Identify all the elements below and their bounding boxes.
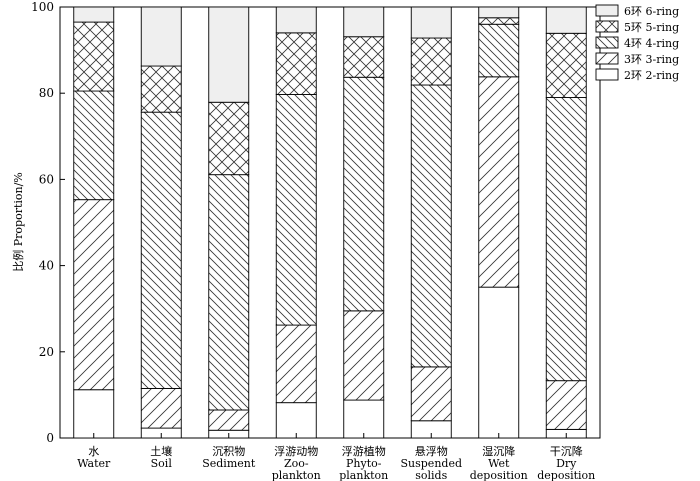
y-tick-label: 0 [46,431,54,445]
bar-segment [343,6,385,38]
legend-label: 3环 3-ring [624,53,679,66]
x-tick-label: 土壤 [150,444,172,458]
bar-segment [275,32,317,95]
x-tick-label: deposition [470,469,528,481]
x-tick-label: Water [77,457,111,470]
bar-segment [343,399,385,439]
bar-segment [478,6,520,19]
plot-area [59,6,601,439]
bar-segment [208,101,250,176]
x-tick-label: Suspended [401,457,463,470]
bar-segment [275,6,317,34]
legend-label: 6环 6-ring [624,5,679,18]
bar-segment [545,97,587,382]
x-tick-label: 干沉降 [550,444,583,458]
bar-segment [410,84,452,368]
x-tick-label: Wet [488,457,510,470]
legend: 6环 6-ring 5环 5-ring 4环 4-ring 3环 3-ring 2环 2… [595,4,679,82]
bar-segment [140,65,182,113]
legend-swatch [595,36,619,49]
x-tick-label: 水 [88,445,99,458]
y-tick-label: 20 [39,345,54,359]
bar-segment [73,21,115,92]
x-tick-label: deposition [537,469,595,481]
legend-swatch [595,52,619,65]
bar-segment [545,6,587,34]
bars-group [73,6,587,439]
bar-segment [343,36,385,78]
bar-segment [343,76,385,312]
bar-segment [275,94,317,326]
legend-swatch [595,4,619,17]
bar-segment [208,409,250,431]
bar-segment [208,174,250,411]
bar-segment [140,6,182,67]
bar-segment [73,389,115,439]
x-tick-label: Sediment [202,457,256,470]
y-tick-label: 40 [39,259,54,273]
bar-segment [73,6,115,23]
bar-segment [208,6,250,103]
legend-swatch [595,68,619,81]
bar-segment [73,90,115,201]
x-tick-label: 沉积物 [212,444,245,458]
bar-segment [410,37,452,86]
y-tick-label: 60 [39,172,54,186]
bar-segment [73,199,115,391]
bar-segment [478,76,520,288]
bar-segment [275,324,317,404]
bar-segment [478,23,520,78]
legend-label: 5环 5-ring [624,21,679,34]
bar-segment [410,366,452,422]
x-tick-label: Phyto- [346,457,382,470]
x-tick-label: plankton [339,469,388,481]
bar-segment [410,6,452,39]
bar-segment [343,310,385,401]
legend-swatch [595,20,619,33]
bar-segment [140,111,182,389]
x-tick-label: 悬浮物 [415,444,448,458]
bar-segment [275,402,317,439]
bar-segment [545,32,587,98]
legend-label: 2环 2-ring [624,69,679,82]
x-tick-label: Dry [556,457,577,470]
x-tick-label: 浮游动物 [274,444,318,458]
y-axis-label: 比例 Proportion/% [11,172,25,272]
x-tick-label: plankton [272,469,321,481]
bar-segment [140,387,182,429]
bar-segment [545,380,587,430]
legend-label: 4环 4-ring [624,37,679,50]
plot-frame [59,6,601,439]
bar-segment [478,17,520,25]
y-tick-label: 80 [39,86,54,100]
x-tick-label: 湿沉降 [482,444,515,458]
bar-segment [478,286,520,439]
x-tick-label: 浮游植物 [342,444,386,458]
y-tick-label: 100 [31,0,54,14]
x-tick-label: solids [415,469,447,481]
x-tick-label: Zoo- [284,457,309,470]
x-tick-label: Soil [151,457,173,470]
